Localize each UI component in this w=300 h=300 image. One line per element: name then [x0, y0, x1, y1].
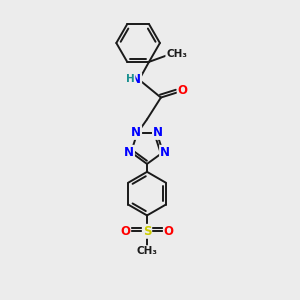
Text: H: H: [126, 74, 135, 84]
Text: N: N: [124, 146, 134, 159]
Text: O: O: [120, 225, 130, 238]
Text: N: N: [131, 126, 141, 139]
Text: N: N: [153, 126, 163, 139]
Text: O: O: [178, 84, 188, 97]
Text: N: N: [160, 146, 170, 159]
Text: CH₃: CH₃: [166, 49, 187, 59]
Text: CH₃: CH₃: [136, 246, 158, 256]
Text: N: N: [131, 73, 141, 86]
Text: O: O: [164, 225, 174, 238]
Text: S: S: [143, 225, 151, 238]
